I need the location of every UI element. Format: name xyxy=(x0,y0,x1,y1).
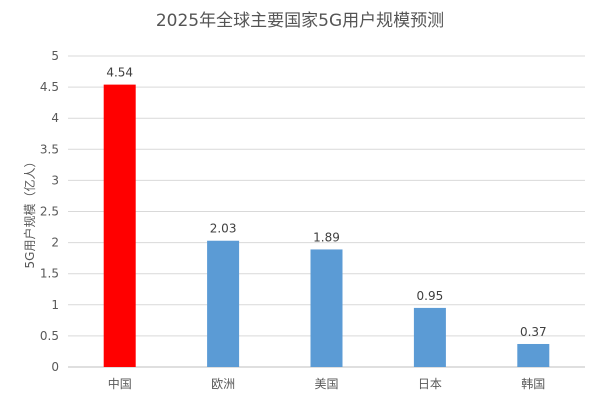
y-tick-label: 3 xyxy=(51,173,59,187)
bar-3 xyxy=(413,307,446,367)
y-tick-label: 4 xyxy=(51,111,59,125)
bars xyxy=(103,84,550,367)
chart-title: 2025年全球主要国家5G用户规模预测 xyxy=(156,11,444,31)
y-tick-label: 4.5 xyxy=(40,80,59,94)
data-labels: 4.54 2.03 1.89 0.95 0.37 xyxy=(106,66,546,339)
x-category-label: 日本 xyxy=(418,377,442,391)
x-category-label: 美国 xyxy=(314,377,338,391)
gridlines xyxy=(68,55,585,368)
data-label: 0.95 xyxy=(417,289,444,303)
x-axis-categories: 中国 欧洲 美国 日本 韩国 xyxy=(108,376,546,391)
y-tick-label: 2 xyxy=(51,236,59,250)
data-label: 4.54 xyxy=(106,66,133,80)
data-label: 0.37 xyxy=(520,325,547,339)
y-tick-label: 0 xyxy=(51,360,59,374)
x-category-label: 欧洲 xyxy=(211,377,235,391)
y-tick-label: 3.5 xyxy=(40,142,59,156)
y-tick-label: 1 xyxy=(51,298,59,312)
y-tick-label: 5 xyxy=(51,49,59,63)
bar-2 xyxy=(310,249,343,367)
y-tick-label: 2.5 xyxy=(40,205,59,219)
bar-0 xyxy=(103,84,136,367)
x-category-label: 韩国 xyxy=(521,376,545,391)
bar-4 xyxy=(517,343,550,367)
data-label: 2.03 xyxy=(210,222,237,236)
y-axis-ticks: 0 0.5 1 1.5 2 2.5 3 3.5 4 4.5 5 xyxy=(40,49,59,374)
x-category-label: 中国 xyxy=(108,376,132,391)
bar-1 xyxy=(207,240,240,367)
y-tick-label: 0.5 xyxy=(40,329,59,343)
data-label: 1.89 xyxy=(313,230,340,244)
y-axis-label: 5G用户规模（亿人） xyxy=(22,156,37,269)
y-tick-label: 1.5 xyxy=(40,267,59,281)
